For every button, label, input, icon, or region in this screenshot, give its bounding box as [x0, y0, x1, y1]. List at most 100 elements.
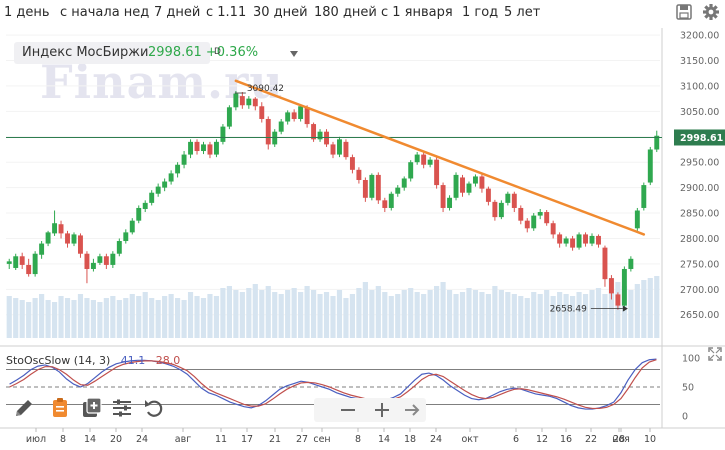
- candle-body: [155, 186, 161, 194]
- candle-body: [207, 144, 213, 155]
- volume-bar: [39, 294, 45, 338]
- candle-body: [647, 149, 653, 183]
- undo-icon[interactable]: [142, 396, 166, 420]
- candle-body: [285, 112, 291, 122]
- timeframe-bar: 1 день с начала нед 7 дней с 1.11 30 дне…: [0, 0, 725, 26]
- date-tick-label: авг: [175, 434, 191, 445]
- candle-body: [440, 185, 446, 208]
- candle-body: [246, 98, 252, 106]
- instrument-legend[interactable]: Индекс МосБиржи 2998.61 +0.36%: [14, 42, 258, 64]
- candle-body: [537, 212, 543, 216]
- volume-bar: [116, 300, 122, 338]
- timeframe-1d[interactable]: 1 день: [4, 5, 50, 20]
- volume-bar: [26, 302, 32, 338]
- price-tick-label: 2750.00: [680, 259, 719, 270]
- timeframe-30d[interactable]: 30 дней: [253, 5, 308, 20]
- candle-body: [252, 98, 258, 107]
- pencil-icon[interactable]: [12, 396, 36, 420]
- candle-body: [103, 256, 109, 265]
- timeframe-week-to-date[interactable]: с начала нед: [60, 5, 150, 20]
- volume-bar: [518, 296, 524, 338]
- trendline: 2998.61: [6, 79, 725, 236]
- last-price-tag: [674, 129, 725, 146]
- timeframe-ytd[interactable]: с 1 января: [381, 5, 453, 20]
- date-tick-label: 16: [560, 434, 572, 445]
- zoom-in-button[interactable]: [370, 398, 394, 422]
- date-tick-label: 12: [536, 434, 548, 445]
- volume-bar: [233, 290, 239, 338]
- gear-icon[interactable]: [702, 3, 720, 21]
- candle-body: [395, 187, 401, 194]
- volume-bar: [472, 290, 479, 338]
- candle-body: [194, 141, 200, 152]
- volume-bar: [537, 294, 543, 338]
- candle-body: [337, 139, 342, 155]
- volume-bar: [129, 294, 135, 338]
- clipboard-icon[interactable]: [48, 396, 72, 420]
- volume-bar: [414, 292, 420, 338]
- candle-body: [544, 212, 550, 224]
- volume-bar: [136, 296, 142, 338]
- add-indicator-icon[interactable]: [80, 396, 104, 420]
- timeframe-7d[interactable]: 7 дней: [154, 5, 201, 20]
- oscillator-k-line: [9, 358, 657, 410]
- volume-bar: [440, 282, 446, 338]
- price-tick-label: 2700.00: [680, 285, 719, 296]
- price-tick-label: 3200.00: [680, 31, 719, 42]
- timeframe-180d[interactable]: 180 дней: [314, 5, 377, 20]
- volume-bar: [285, 290, 291, 338]
- candle-body: [479, 176, 485, 189]
- candle-body: [447, 197, 453, 208]
- high-annotation: 3090.42: [247, 84, 284, 94]
- date-tick-label: сен: [313, 434, 330, 445]
- expand-icon[interactable]: [708, 347, 722, 361]
- volume-bar: [252, 284, 258, 338]
- candle-body: [226, 107, 232, 127]
- save-icon[interactable]: [676, 4, 692, 20]
- volume-bar: [330, 296, 336, 338]
- candle-body: [52, 223, 58, 234]
- candle-body: [201, 144, 206, 152]
- candle-body: [608, 278, 614, 294]
- candle-body: [401, 178, 407, 188]
- candle-body: [349, 157, 355, 170]
- candle-body: [414, 154, 420, 163]
- volume-bar: [544, 290, 550, 338]
- volume-bar: [181, 300, 187, 338]
- date-tick-label: 8: [355, 434, 361, 445]
- date-tick-label: 18: [404, 434, 416, 445]
- timeframe-5y[interactable]: 5 лет: [504, 5, 541, 20]
- candle-body: [65, 233, 70, 244]
- resistance-trendline: [234, 79, 646, 236]
- candle-body: [583, 234, 588, 244]
- candle-body: [136, 207, 142, 221]
- volume-bar: [304, 286, 310, 338]
- candle-body: [427, 159, 433, 165]
- candle-body: [576, 234, 582, 248]
- volume-bar: [13, 298, 19, 338]
- volume-bar: [446, 290, 453, 338]
- timeframe-since-nov-1[interactable]: с 1.11: [206, 5, 247, 20]
- sliders-icon[interactable]: [110, 396, 134, 420]
- oscillator-tick-label: 0: [682, 412, 688, 423]
- candle-body: [434, 159, 440, 186]
- timeframe-1y[interactable]: 1 год: [462, 5, 499, 20]
- volume-bar: [213, 296, 220, 338]
- volume-bar: [582, 294, 589, 338]
- zoom-out-button[interactable]: [336, 398, 360, 422]
- volume-bar: [382, 292, 388, 338]
- chevron-down-icon[interactable]: [288, 49, 300, 59]
- candle-body: [188, 141, 194, 155]
- volume-bar: [479, 292, 485, 338]
- volume-bar: [336, 290, 343, 338]
- candle-body: [324, 131, 329, 145]
- candle-body: [628, 258, 634, 269]
- volume-bar: [401, 290, 407, 338]
- oscillator-name: StoOscSlow (14, 3): [6, 354, 111, 367]
- candle-body: [149, 192, 155, 203]
- candle-body: [382, 200, 388, 208]
- volume-bar: [421, 294, 427, 338]
- candle-body: [634, 210, 640, 229]
- interval-label[interactable]: D: [214, 47, 221, 57]
- scroll-forward-button[interactable]: [400, 398, 424, 422]
